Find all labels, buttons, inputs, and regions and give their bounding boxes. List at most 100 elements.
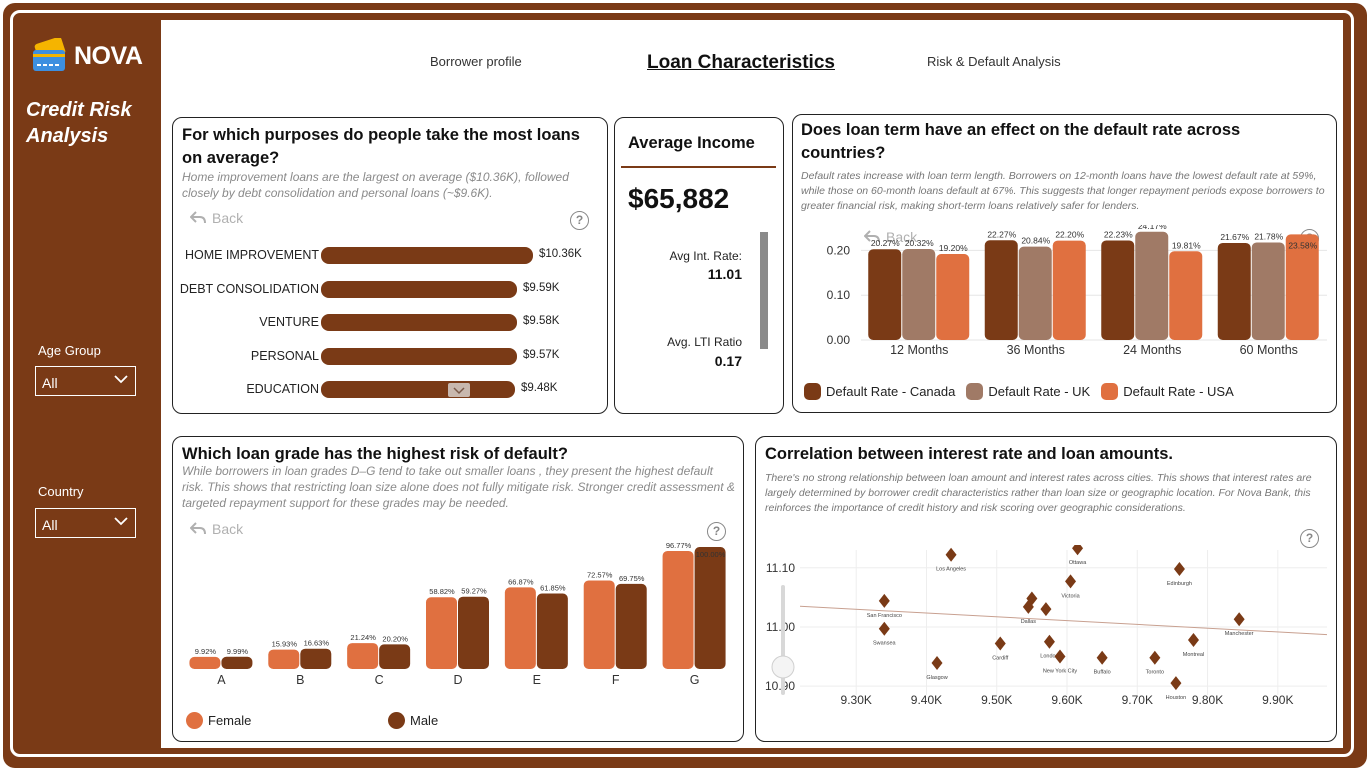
grade-bar[interactable] — [347, 643, 379, 669]
term-bar[interactable] — [936, 254, 970, 340]
grade-data-label: 69.75% — [619, 574, 645, 583]
legend-label-usa: Default Rate - USA — [1123, 384, 1234, 399]
purpose-bar-row[interactable]: VENTURE $9.58K — [172, 312, 608, 332]
term-data-label: 20.32% — [905, 238, 934, 248]
term-data-label: 24.17% — [1138, 225, 1167, 231]
x-tick-label: F — [612, 673, 620, 687]
zoom-slider-handle[interactable] — [771, 655, 795, 679]
term-bar[interactable] — [1217, 242, 1251, 340]
help-icon[interactable]: ? — [707, 522, 726, 541]
scatter-point[interactable] — [1233, 612, 1245, 627]
avg-int-rate-label: Avg Int. Rate: — [669, 249, 743, 263]
grade-bar[interactable] — [268, 649, 300, 669]
trend-line — [799, 605, 1328, 636]
purpose-category-label: PERSONAL — [250, 348, 319, 363]
purpose-bar-chart: HOME IMPROVEMENT $10.36K DEBT CONSOLIDATIO… — [172, 245, 608, 405]
term-bar[interactable] — [1135, 231, 1169, 340]
help-icon[interactable]: ? — [1300, 529, 1319, 548]
grade-bar[interactable] — [583, 580, 615, 669]
purpose-bar[interactable] — [321, 247, 533, 264]
kpi-scrollbar[interactable] — [760, 232, 768, 349]
grade-bar[interactable] — [458, 596, 489, 669]
term-bar[interactable] — [1169, 251, 1203, 340]
back-label: Back — [212, 210, 244, 226]
grade-bar[interactable] — [379, 644, 411, 669]
term-data-label: 20.27% — [871, 238, 900, 248]
y-tick-label: 0.10 — [827, 288, 851, 302]
x-tick-label: B — [296, 673, 304, 687]
scatter-point[interactable] — [931, 656, 943, 671]
purpose-bar[interactable] — [321, 381, 515, 398]
app-title: Credit Risk Analysis — [26, 97, 132, 149]
inner-frame-border — [10, 10, 1354, 757]
legend-label-male: Male — [410, 713, 439, 728]
grade-bar[interactable] — [662, 550, 694, 669]
help-icon[interactable]: ? — [570, 211, 589, 230]
scatter-point[interactable] — [1043, 634, 1055, 649]
scatter-point[interactable] — [1096, 650, 1108, 665]
scatter-point-label: Cardiff — [992, 656, 1009, 662]
scatter-point[interactable] — [1173, 561, 1185, 576]
purpose-bar-row[interactable]: EDUCATION $9.48K — [172, 379, 608, 399]
legend-label-female: Female — [208, 713, 252, 728]
back-button[interactable]: Back — [190, 521, 243, 537]
term-bar[interactable] — [984, 240, 1018, 340]
purpose-value-label: $9.59K — [523, 281, 560, 294]
age-group-dropdown[interactable]: All — [35, 366, 136, 396]
purpose-bar[interactable] — [321, 280, 517, 298]
purpose-bar[interactable] — [321, 314, 517, 331]
scatter-point[interactable] — [1187, 632, 1199, 647]
purpose-bar-row[interactable]: PERSONAL $9.57K — [172, 346, 608, 366]
term-bar[interactable] — [902, 249, 936, 340]
tab-risk-default-analysis[interactable]: Risk & Default Analysis — [927, 54, 1061, 69]
term-bar[interactable] — [868, 249, 902, 340]
scatter-point[interactable] — [878, 621, 890, 636]
scatter-point[interactable] — [1022, 599, 1034, 614]
scatter-point[interactable] — [1054, 649, 1066, 664]
term-card-title: Does loan term have an effect on the def… — [801, 121, 1241, 162]
purpose-bar-row[interactable]: HOME IMPROVEMENT $10.36K — [172, 245, 608, 265]
grade-bar[interactable] — [221, 656, 253, 669]
grade-bar[interactable] — [615, 583, 647, 669]
grade-data-label: 15.93% — [272, 640, 298, 649]
scatter-point[interactable] — [1065, 574, 1077, 589]
logo-text: NOVA — [74, 41, 143, 70]
scatter-point-label: San Francisco — [867, 613, 902, 619]
scatter-point[interactable] — [994, 636, 1006, 651]
grade-bar[interactable] — [426, 597, 457, 669]
scroll-down-chevron-icon[interactable] — [448, 383, 470, 397]
back-button[interactable]: Back — [864, 229, 917, 245]
legend-swatch-usa — [1101, 383, 1119, 400]
tab-loan-characteristics[interactable]: Loan Characteristics — [647, 52, 835, 73]
scatter-point[interactable] — [1026, 591, 1038, 606]
grade-bar[interactable] — [694, 547, 726, 669]
term-bar[interactable] — [1251, 242, 1285, 340]
grade-data-label: 72.57% — [587, 570, 613, 579]
grade-bar[interactable] — [300, 648, 332, 669]
purpose-bar[interactable] — [321, 347, 517, 365]
grade-data-label: 9.99% — [227, 647, 249, 656]
scatter-point[interactable] — [1170, 676, 1182, 691]
grade-bar[interactable] — [536, 593, 568, 669]
term-bar[interactable] — [1285, 234, 1319, 340]
grade-bar[interactable] — [504, 587, 536, 669]
grade-bar[interactable] — [189, 656, 221, 669]
tab-borrower-profile[interactable]: Borrower profile — [430, 54, 522, 69]
scatter-point[interactable] — [1072, 545, 1084, 556]
term-bar[interactable] — [1018, 246, 1052, 340]
app-title-line2: Analysis — [26, 125, 109, 147]
purpose-category-label: DEBT CONSOLIDATION — [179, 281, 319, 296]
legend-swatch-canada — [804, 383, 821, 400]
term-bar[interactable] — [1052, 240, 1086, 340]
scatter-point[interactable] — [945, 547, 957, 562]
country-dropdown[interactable]: All — [35, 508, 136, 538]
scatter-point[interactable] — [1149, 650, 1161, 665]
y-tick-label: 0.20 — [827, 243, 851, 257]
back-button[interactable]: Back — [190, 210, 243, 226]
grade-data-label: 16.63% — [304, 639, 330, 648]
x-tick-label: C — [375, 673, 384, 687]
scatter-point[interactable] — [878, 593, 890, 608]
purpose-bar-row[interactable]: DEBT CONSOLIDATION $9.59K — [172, 279, 608, 299]
scatter-point[interactable] — [1040, 602, 1052, 617]
term-bar[interactable] — [1101, 240, 1135, 340]
